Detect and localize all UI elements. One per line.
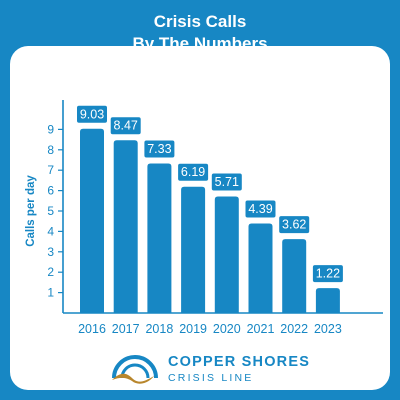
x-tick-label: 2022 xyxy=(280,322,308,336)
data-label: 9.03 xyxy=(80,107,104,121)
y-tick-label: 2 xyxy=(47,265,54,279)
bar-2022 xyxy=(282,239,307,313)
data-label: 8.47 xyxy=(114,119,138,133)
y-tick-label: 1 xyxy=(47,286,54,300)
brand-subtitle: CRISIS LINE xyxy=(168,372,254,384)
data-label-box xyxy=(279,216,310,234)
x-tick-label: 2019 xyxy=(179,322,207,336)
y-tick-label: 7 xyxy=(47,163,54,177)
x-tick-label: 2020 xyxy=(213,322,241,336)
data-label-box xyxy=(245,200,276,218)
brand-name: COPPER SHORES xyxy=(168,354,311,370)
bar-2021 xyxy=(248,223,273,313)
bar-2019 xyxy=(181,186,206,313)
data-label-box xyxy=(144,140,175,158)
x-tick-label: 2018 xyxy=(145,322,173,336)
bar-2023 xyxy=(315,288,340,313)
x-tick-label: 2021 xyxy=(247,322,275,336)
y-tick-label: 8 xyxy=(47,143,54,157)
bar-2018 xyxy=(147,163,172,313)
data-label: 7.33 xyxy=(147,142,171,156)
bar-2017 xyxy=(113,140,138,313)
data-label-box xyxy=(312,265,343,283)
y-tick-label: 5 xyxy=(47,204,54,218)
data-label-box xyxy=(178,163,209,181)
copper-shores-logo-icon xyxy=(112,355,158,384)
title-line-1: Crisis Calls xyxy=(153,12,247,31)
y-tick-label: 3 xyxy=(47,245,54,259)
y-axis-title: Calls per day xyxy=(25,175,37,247)
data-label: 4.39 xyxy=(248,202,272,216)
bar-2020 xyxy=(214,196,239,313)
x-tick-label: 2023 xyxy=(314,322,342,336)
y-tick-label: 4 xyxy=(47,224,54,238)
data-label-box xyxy=(211,173,242,191)
x-tick-label: 2017 xyxy=(112,322,140,336)
bar-2016 xyxy=(80,128,104,313)
y-tick-label: 6 xyxy=(47,184,54,198)
y-tick-label: 9 xyxy=(47,122,54,136)
data-label-box xyxy=(110,117,141,135)
data-label: 3.62 xyxy=(282,218,306,232)
data-label-box xyxy=(77,105,107,123)
x-tick-label: 2016 xyxy=(78,322,106,336)
data-label: 1.22 xyxy=(316,267,340,281)
data-label: 6.19 xyxy=(181,165,205,179)
data-label: 5.71 xyxy=(215,175,239,189)
